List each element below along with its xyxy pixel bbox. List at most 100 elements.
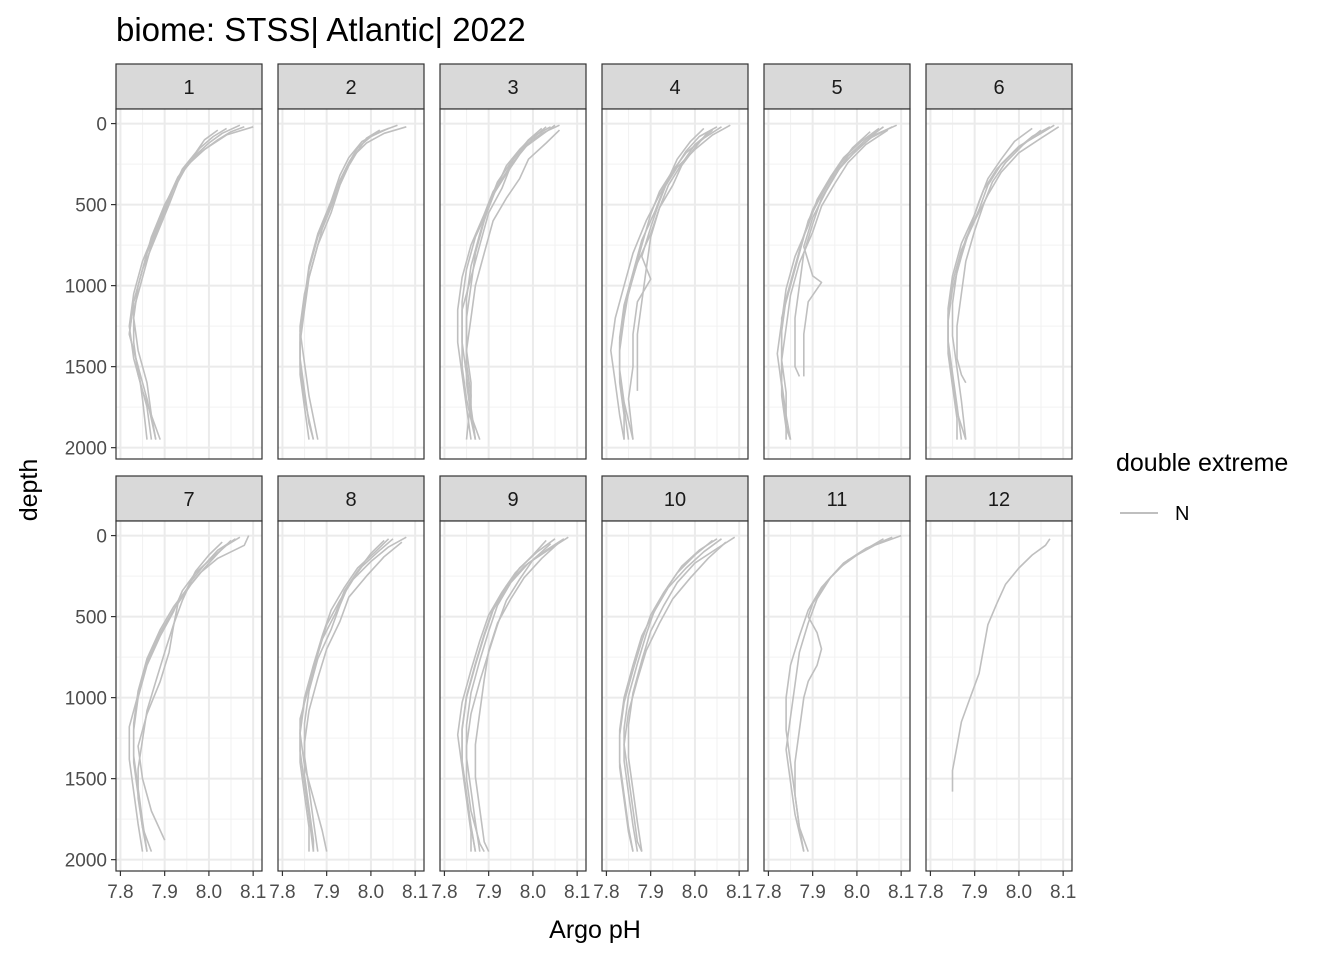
x-tick-label: 8.1	[240, 882, 266, 903]
profile-line	[128, 124, 241, 440]
facet-strip	[601, 475, 749, 522]
panel-background	[278, 521, 424, 871]
facet-strip	[601, 63, 749, 110]
facet-strip-label: 2	[345, 77, 356, 99]
profile-line	[802, 124, 898, 377]
x-tick-label: 8.0	[358, 882, 384, 903]
profile-line	[947, 127, 1033, 440]
profile-line	[132, 536, 241, 852]
facet-strip	[439, 475, 587, 522]
panel-border	[439, 520, 587, 872]
panel-background	[278, 109, 424, 459]
panel-background	[764, 521, 910, 871]
profile-line	[623, 538, 718, 852]
x-tick-label: 8.1	[888, 882, 914, 903]
x-tick-label: 7.9	[151, 882, 177, 903]
x-tick-label: 8.0	[520, 882, 546, 903]
x-tick-label: 7.8	[269, 882, 295, 903]
x-tick-label: 8.0	[844, 882, 870, 903]
x-tick-label: 7.8	[917, 882, 943, 903]
facet-strip-label: 1	[183, 77, 194, 99]
x-tick-label: 8.0	[682, 882, 708, 903]
profile-line	[128, 541, 223, 852]
x-tick-label: 8.0	[1006, 882, 1032, 903]
profile-line	[956, 129, 1042, 384]
y-tick-label: 1000	[65, 277, 107, 298]
y-tick-label: 500	[75, 196, 107, 217]
facet-strip	[115, 475, 263, 522]
x-tick-label: 8.1	[402, 882, 428, 903]
profile-line	[465, 129, 561, 440]
profile-line	[303, 541, 403, 852]
facet-strip	[115, 63, 263, 110]
profile-line	[951, 538, 1051, 792]
profile-line	[299, 538, 390, 852]
facet-strip-label: 8	[345, 489, 356, 511]
x-tick-label: 7.9	[961, 882, 987, 903]
panel-border	[763, 108, 911, 460]
x-tick-label: 7.9	[637, 882, 663, 903]
facet-strip-label: 6	[993, 77, 1004, 99]
facet-strip-label: 10	[664, 489, 686, 511]
panel-border	[601, 520, 749, 872]
facet-strip	[439, 63, 587, 110]
profile-line	[132, 129, 219, 440]
panel-border	[115, 520, 263, 872]
x-tick-label: 7.9	[799, 882, 825, 903]
facet-strip	[925, 63, 1073, 110]
x-tick-label: 7.9	[475, 882, 501, 903]
profile-line	[299, 127, 389, 440]
facet-strip-label: 5	[831, 77, 842, 99]
legend-title: double extreme	[1116, 449, 1288, 477]
profile-line	[456, 127, 543, 440]
panel-border	[601, 108, 749, 460]
profile-line	[299, 539, 385, 852]
x-tick-label: 7.8	[593, 882, 619, 903]
y-tick-label: 1500	[65, 358, 107, 379]
profile-line	[780, 131, 871, 440]
y-tick-label: 1500	[65, 770, 107, 791]
profile-line	[474, 541, 561, 852]
y-tick-label: 2000	[65, 439, 107, 460]
profile-line	[128, 126, 254, 440]
panel-background	[440, 521, 586, 871]
chart-title: biome: STSS| Atlantic| 2022	[116, 11, 526, 48]
profile-line	[609, 126, 718, 440]
panel-border	[925, 108, 1073, 460]
panel-background	[926, 521, 1072, 871]
profile-line	[947, 126, 1060, 440]
profile-line	[299, 124, 398, 440]
x-axis-title: Argo pH	[549, 916, 641, 944]
facet-strip	[763, 63, 911, 110]
x-tick-label: 8.1	[726, 882, 752, 903]
legend-label: N	[1175, 503, 1189, 525]
facet-strip	[925, 475, 1073, 522]
y-tick-label: 0	[96, 527, 107, 548]
x-tick-label: 7.9	[313, 882, 339, 903]
facet-strip-label: 9	[507, 489, 518, 511]
x-tick-label: 8.0	[196, 882, 222, 903]
profile-line	[299, 129, 381, 440]
y-tick-label: 500	[75, 608, 107, 629]
profile-line	[618, 129, 714, 440]
y-tick-label: 2000	[65, 851, 107, 872]
profile-line	[636, 131, 709, 391]
profile-line	[627, 536, 736, 852]
profile-line	[132, 535, 250, 852]
x-tick-label: 7.8	[755, 882, 781, 903]
panel-border	[763, 520, 911, 872]
profile-line	[137, 539, 232, 841]
legend: double extreme N	[1116, 449, 1288, 525]
facet-strip	[763, 475, 911, 522]
panel-border	[925, 520, 1073, 872]
profile-line	[461, 124, 556, 440]
panel-border	[115, 108, 263, 460]
x-tick-label: 7.8	[431, 882, 457, 903]
x-tick-label: 8.1	[1050, 882, 1076, 903]
y-axis-title: depth	[15, 459, 43, 522]
facet-strip-label: 11	[827, 489, 848, 511]
facet-strip-label: 4	[669, 77, 680, 99]
profile-line	[456, 539, 547, 852]
